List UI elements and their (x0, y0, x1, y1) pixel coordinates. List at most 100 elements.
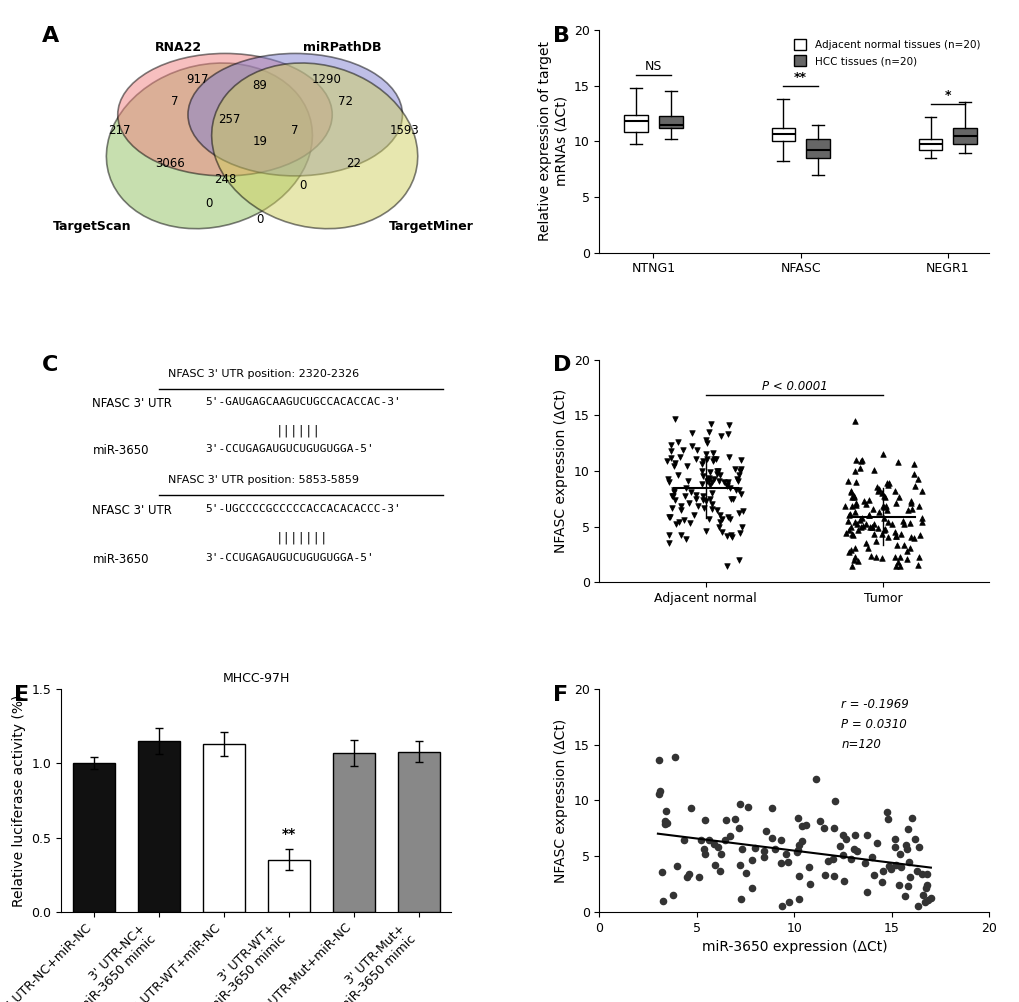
Text: 1593: 1593 (389, 124, 419, 136)
Point (891, 549, 907, 565)
Point (921, 890, 937, 906)
Point (825, 869, 842, 885)
Point (711, 507, 728, 523)
Point (847, 497, 863, 513)
PathPatch shape (624, 114, 647, 132)
Point (844, 557, 860, 573)
Point (773, 898, 790, 914)
Point (709, 839, 726, 855)
Point (789, 845, 805, 861)
Point (755, 843, 771, 859)
Point (878, 805, 895, 821)
Bar (72, 764, 115, 912)
Point (676, 488, 692, 504)
Point (791, 837, 807, 853)
Text: 3066: 3066 (155, 157, 185, 170)
Bar (397, 752, 439, 912)
Point (918, 877, 934, 893)
Text: 22: 22 (345, 157, 361, 170)
Point (772, 855, 789, 871)
Text: 248: 248 (214, 172, 236, 185)
Point (711, 514, 728, 530)
Point (851, 460, 867, 476)
Point (662, 444, 679, 460)
Point (697, 432, 713, 448)
Point (887, 527, 903, 543)
Point (905, 466, 921, 482)
Point (826, 794, 843, 810)
Point (914, 887, 930, 903)
Point (863, 519, 879, 535)
Point (743, 853, 759, 869)
Point (888, 528, 904, 544)
Point (667, 516, 684, 532)
Point (882, 861, 899, 877)
Bar (332, 753, 374, 912)
Point (694, 488, 710, 504)
Point (676, 833, 692, 849)
Point (911, 527, 927, 543)
Point (823, 851, 840, 867)
Point (902, 529, 918, 545)
Point (874, 499, 891, 515)
Point (679, 458, 695, 474)
Point (712, 846, 729, 862)
Text: NFASC 3' UTR: NFASC 3' UTR (93, 504, 172, 517)
Point (727, 812, 743, 828)
Point (842, 542, 858, 558)
Text: NFASC 3' UTR position: 5853-5859: NFASC 3' UTR position: 5853-5859 (168, 475, 359, 485)
Point (700, 472, 716, 488)
Point (734, 519, 750, 535)
Point (847, 474, 863, 490)
Point (857, 516, 873, 532)
Point (682, 801, 698, 817)
Point (888, 857, 904, 873)
Point (732, 891, 748, 907)
Point (860, 492, 876, 508)
Point (904, 501, 920, 517)
Point (700, 470, 716, 486)
Point (898, 551, 914, 567)
Point (879, 529, 896, 545)
Point (858, 827, 874, 843)
Point (839, 513, 855, 529)
Point (895, 516, 911, 532)
Point (660, 474, 677, 490)
X-axis label: miR-3650 expression (ΔCt): miR-3650 expression (ΔCt) (701, 940, 887, 954)
Point (771, 833, 788, 849)
Point (696, 813, 712, 829)
Text: r = -0.1969
P = 0.0310
n=120: r = -0.1969 P = 0.0310 n=120 (841, 698, 908, 752)
Point (910, 840, 926, 856)
Point (650, 787, 666, 803)
Point (718, 478, 735, 494)
Point (863, 850, 879, 866)
Point (732, 463, 748, 479)
Point (890, 554, 906, 570)
Text: 217: 217 (108, 124, 130, 136)
Point (662, 437, 679, 453)
Point (913, 510, 929, 526)
Point (895, 537, 911, 553)
Point (790, 869, 806, 885)
Point (811, 813, 827, 829)
Point (842, 483, 858, 499)
Point (875, 510, 892, 526)
Point (793, 833, 809, 849)
Point (722, 527, 739, 543)
Point (864, 501, 880, 517)
Point (731, 857, 747, 873)
Point (830, 838, 847, 854)
Point (718, 528, 735, 544)
Bar (138, 741, 179, 912)
Point (666, 748, 683, 765)
Point (883, 516, 900, 532)
Point (874, 863, 891, 879)
Point (755, 849, 771, 865)
Point (913, 514, 929, 530)
Point (845, 552, 861, 568)
Point (732, 796, 748, 812)
Point (902, 540, 918, 556)
Point (842, 519, 858, 535)
Point (658, 453, 675, 469)
Point (695, 841, 711, 857)
